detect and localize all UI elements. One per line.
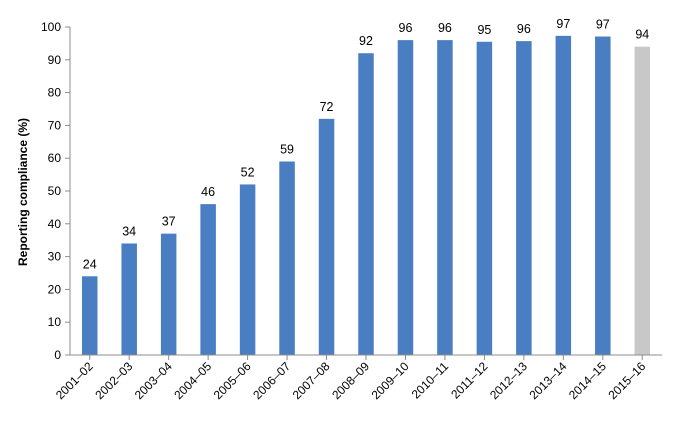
bar-2001–02 bbox=[81, 276, 98, 355]
y-tick-label: 90 bbox=[48, 53, 62, 67]
x-tick-label-2001–02: 2001–02 bbox=[53, 359, 96, 402]
data-labels: 24 34 37 46 52 59 72 92 96 96 95 96 97 97 94 bbox=[83, 17, 649, 271]
data-label-2011–12: 95 bbox=[477, 23, 491, 37]
y-tick-label: 80 bbox=[48, 86, 62, 100]
data-label-2004–05: 46 bbox=[201, 185, 215, 199]
y-tick-label: 20 bbox=[48, 282, 62, 296]
y-tick-label: 0 bbox=[54, 348, 61, 362]
bar-2011–12 bbox=[476, 41, 493, 355]
x-axis-ticks: 2001–022002–032003–042004–052005–062006–… bbox=[53, 355, 649, 402]
x-tick-label-2010–11: 2010–11 bbox=[409, 359, 452, 402]
bar-2005–06 bbox=[239, 184, 256, 355]
data-label-2005–06: 52 bbox=[241, 165, 255, 179]
x-tick-label-2009–10: 2009–10 bbox=[369, 359, 412, 402]
y-tick-label: 70 bbox=[48, 118, 62, 132]
bar-2003–04 bbox=[160, 233, 177, 355]
bar-2007–08 bbox=[318, 118, 335, 355]
data-label-2010–11: 96 bbox=[438, 21, 452, 35]
data-label-2012–13: 96 bbox=[517, 22, 531, 36]
y-axis-ticks: 0 10 20 30 40 50 60 70 80 90 100 bbox=[41, 20, 70, 362]
x-tick-label-2004–05: 2004–05 bbox=[171, 359, 214, 402]
bar-2008–09 bbox=[358, 53, 374, 356]
x-tick-label-2007–08: 2007–08 bbox=[290, 359, 333, 402]
bar-2009–10 bbox=[397, 40, 414, 356]
x-tick-label-2008–09: 2008–09 bbox=[329, 359, 372, 402]
x-tick-label-2015–16: 2015–16 bbox=[605, 359, 648, 402]
x-tick-label-2006–07: 2006–07 bbox=[250, 359, 293, 402]
data-label-2009–10: 96 bbox=[399, 21, 413, 35]
y-tick-label: 50 bbox=[48, 184, 62, 198]
data-label-2006–07: 59 bbox=[280, 142, 294, 156]
x-tick-label-2002–03: 2002–03 bbox=[92, 359, 135, 402]
data-label-2001–02: 24 bbox=[83, 257, 97, 271]
y-tick-label: 60 bbox=[48, 151, 62, 165]
x-tick-label-2011–12: 2011–12 bbox=[448, 359, 491, 402]
x-tick-label-2014–15: 2014–15 bbox=[566, 359, 609, 402]
bar-2013–14 bbox=[555, 35, 572, 356]
x-tick-label-2012–13: 2012–13 bbox=[487, 359, 530, 402]
bar-2012–13 bbox=[516, 41, 532, 355]
bar-2010–11 bbox=[437, 40, 453, 356]
y-tick-label: 40 bbox=[48, 217, 62, 231]
data-label-2008–09: 92 bbox=[359, 34, 373, 48]
y-tick-label: 100 bbox=[41, 20, 61, 34]
bar-2014–15 bbox=[595, 36, 611, 356]
y-tick-label: 10 bbox=[48, 315, 62, 329]
data-label-2013–14: 97 bbox=[556, 17, 570, 31]
bar-2015–16 bbox=[634, 46, 651, 356]
data-label-2002–03: 34 bbox=[122, 224, 136, 238]
x-tick-label-2013–14: 2013–14 bbox=[527, 359, 570, 402]
axes bbox=[69, 27, 662, 356]
bars bbox=[81, 35, 651, 356]
y-axis-title: Reporting compliance (%) bbox=[16, 118, 30, 266]
y-tick-label: 30 bbox=[48, 250, 62, 264]
data-label-2014–15: 97 bbox=[596, 18, 610, 32]
data-label-2007–08: 72 bbox=[320, 100, 334, 114]
x-tick-label-2003–04: 2003–04 bbox=[132, 359, 175, 402]
x-tick-label-2005–06: 2005–06 bbox=[211, 359, 254, 402]
y-axis-title-group: Reporting compliance (%) bbox=[16, 118, 30, 266]
bar-2004–05 bbox=[200, 204, 216, 355]
bar-2002–03 bbox=[121, 243, 137, 355]
data-label-2015–16: 94 bbox=[635, 28, 649, 42]
data-label-2003–04: 37 bbox=[162, 215, 176, 229]
bar-2006–07 bbox=[279, 161, 295, 355]
